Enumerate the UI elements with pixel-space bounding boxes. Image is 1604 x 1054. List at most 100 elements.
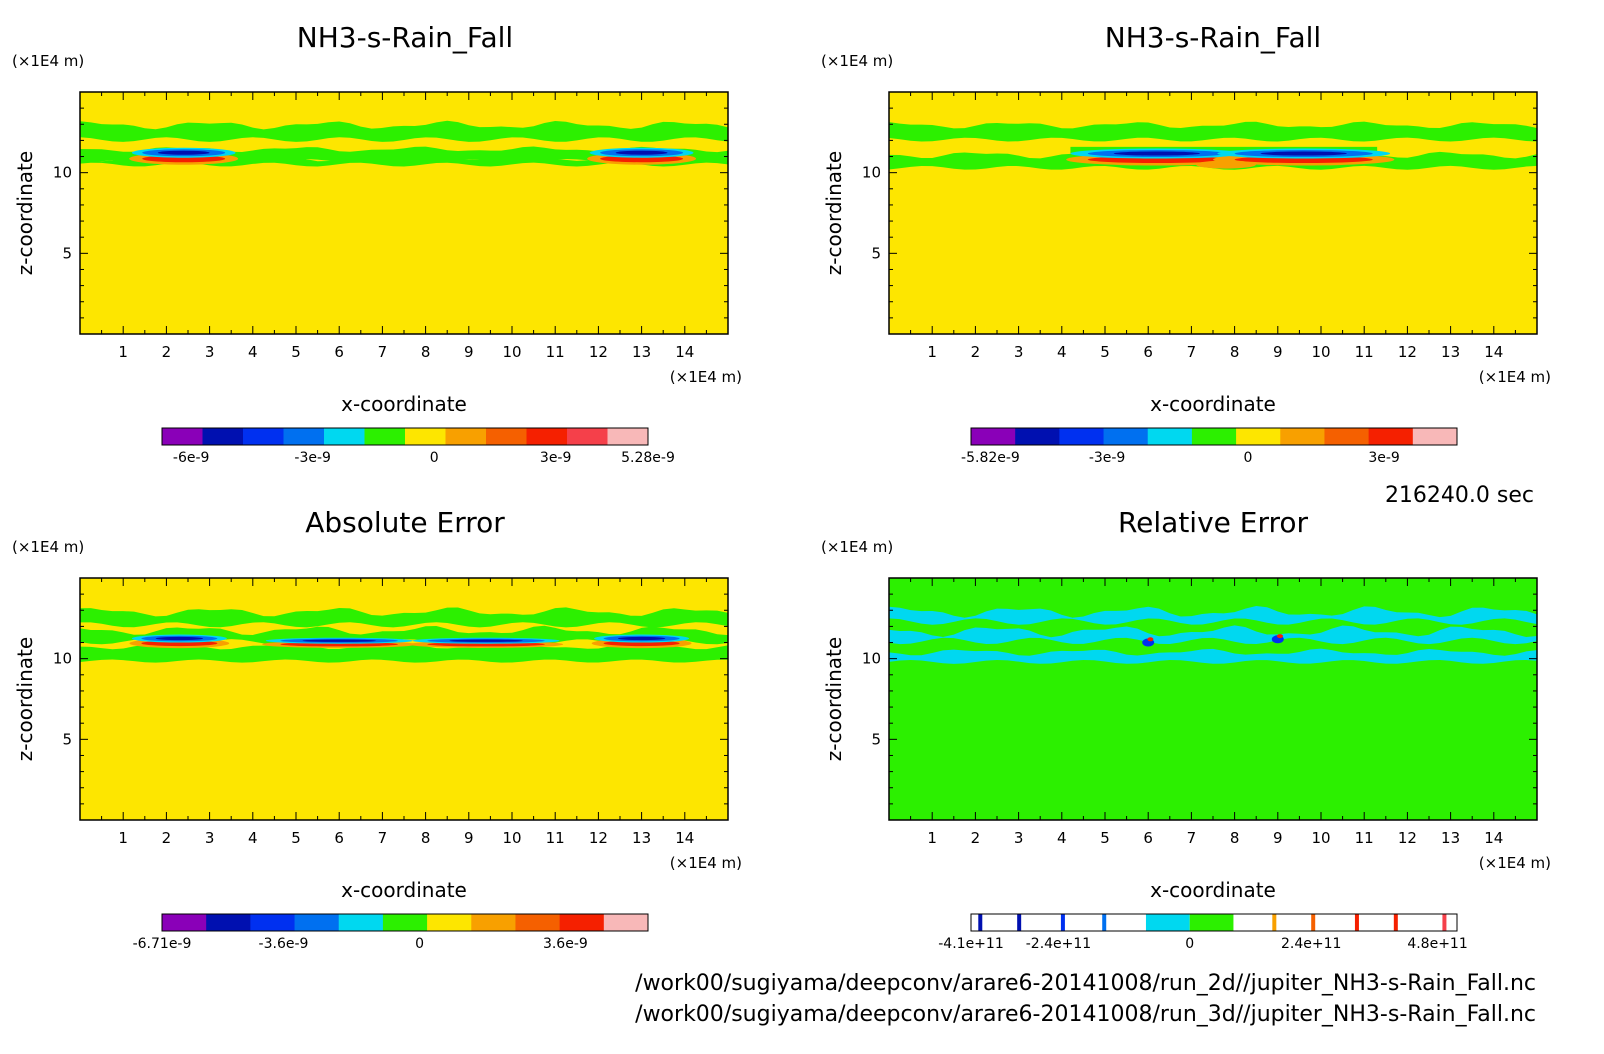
z-axis-label: z-coordinate — [13, 151, 37, 275]
z-axis-label: z-coordinate — [13, 637, 37, 761]
colorbar-tick-label: 3.6e-9 — [543, 936, 588, 952]
colorbar-segment — [364, 428, 406, 445]
x-unit-label: (×1E4 m) — [1479, 854, 1551, 872]
x-tick-label: 9 — [1273, 829, 1283, 847]
colorbar-segment — [294, 914, 340, 931]
x-tick-label: 14 — [675, 343, 694, 361]
colorbar-tick-label: -6e-9 — [173, 450, 210, 466]
colorbar-segment — [1272, 914, 1277, 931]
colorbar-segment — [382, 914, 428, 931]
x-tick-label: 11 — [546, 829, 565, 847]
x-tick-label: 2 — [162, 829, 172, 847]
colorbar-segment — [971, 428, 1016, 445]
z-tick-label: 10 — [862, 650, 881, 668]
colorbar-tick-label: 4.8e+11 — [1407, 936, 1467, 952]
x-axis-label: x-coordinate — [341, 392, 467, 416]
z-unit-label: (×1E4 m) — [821, 538, 893, 556]
colorbar-frame — [161, 913, 649, 932]
x-tick-label: 1 — [118, 343, 128, 361]
z-tick-label: 10 — [862, 164, 881, 182]
z-unit-label: (×1E4 m) — [821, 52, 893, 70]
x-axis-label: x-coordinate — [1150, 878, 1276, 902]
contour-band — [80, 643, 728, 663]
colorbar-segment — [486, 428, 527, 445]
colorbar-segment — [162, 914, 207, 931]
colorbar-segment — [243, 428, 284, 445]
contour-band — [889, 121, 1537, 142]
contour-band — [889, 648, 1537, 664]
x-tick-label: 10 — [1311, 829, 1330, 847]
x-tick-label: 12 — [1398, 343, 1417, 361]
x-tick-label: 2 — [971, 829, 981, 847]
z-tick-label: 10 — [53, 164, 72, 182]
x-tick-label: 6 — [334, 829, 344, 847]
colorbar: -5.82e-9 -3e-9 0 3e-9 — [961, 427, 1458, 466]
colorbar-segment — [202, 428, 244, 445]
colorbar-segment — [515, 914, 561, 931]
colorbar-segment — [1059, 428, 1105, 445]
dipole-left-darkblue — [157, 150, 210, 155]
colorbar-segment — [1236, 428, 1281, 445]
x-tick-label: 10 — [502, 343, 521, 361]
colorbar-segment — [445, 428, 487, 445]
colorbar-segment — [206, 914, 251, 931]
panel-title: NH3-s-Rain_Fall — [1105, 21, 1321, 54]
colorbar-segment — [405, 428, 446, 445]
x-tick-label: 1 — [927, 343, 937, 361]
colorbar-segment — [1354, 914, 1359, 931]
contour-band — [889, 605, 1537, 625]
colorbar-segment — [1017, 914, 1022, 931]
x-tick-label: 5 — [291, 829, 301, 847]
z-tick-label: 5 — [871, 244, 881, 262]
colorbar-tick-label: -3.6e-9 — [259, 936, 309, 952]
colorbar-frame — [970, 427, 1458, 446]
z-unit-label: (×1E4 m) — [12, 52, 84, 70]
x-tick-label: 1 — [118, 829, 128, 847]
z-axis-label: z-coordinate — [822, 151, 846, 275]
colorbar-segment — [1368, 428, 1414, 445]
colorbar-tick-label: -5.82e-9 — [961, 450, 1020, 466]
x-tick-label: 6 — [1143, 343, 1153, 361]
x-tick-label: 13 — [632, 343, 651, 361]
dipole-center-b-darkblue — [449, 639, 523, 642]
x-tick-label: 13 — [632, 829, 651, 847]
plot-area — [889, 578, 1537, 820]
colorbar-tick-label: 2.4e+11 — [1281, 936, 1341, 952]
file-path-1: /work00/sugiyama/deepconv/arare6-2014100… — [635, 971, 1536, 996]
x-tick-label: 13 — [1441, 343, 1460, 361]
x-tick-label: 3 — [205, 343, 215, 361]
colorbar-tick-label: 3e-9 — [1368, 450, 1399, 466]
colorbar-segment — [1393, 914, 1398, 931]
colorbar-tick-label: 3e-9 — [540, 450, 571, 466]
colorbar-tick-label: -3e-9 — [294, 450, 331, 466]
dipole-center-tip — [1195, 160, 1256, 169]
colorbar-segment — [1102, 914, 1107, 931]
contour-band — [889, 625, 1537, 645]
colorbar-segment — [1442, 914, 1447, 931]
colorbar-segment — [1324, 428, 1370, 445]
colorbar-segment — [250, 914, 296, 931]
colorbar-tick-label: 0 — [430, 450, 439, 466]
x-tick-label: 10 — [1311, 343, 1330, 361]
dipole-right-darkblue — [615, 150, 668, 155]
x-tick-label: 12 — [1398, 829, 1417, 847]
time-label: 216240.0 sec — [1385, 483, 1534, 508]
colorbar-tick-label: -4.1e+11 — [938, 936, 1003, 952]
dipole-center-b-darkblue — [1260, 151, 1347, 156]
z-axis-label: z-coordinate — [822, 637, 846, 761]
x-tick-label: 8 — [421, 829, 431, 847]
colorbar-segment — [1145, 914, 1190, 931]
error-spot — [1147, 637, 1154, 642]
x-tick-label: 10 — [502, 829, 521, 847]
colorbar-segment — [427, 914, 472, 931]
x-tick-label: 9 — [1273, 343, 1283, 361]
x-tick-label: 3 — [205, 829, 215, 847]
colorbar-segment — [603, 914, 649, 931]
colorbar-segment — [526, 428, 568, 445]
dipole-center-a-darkblue — [1113, 151, 1201, 156]
